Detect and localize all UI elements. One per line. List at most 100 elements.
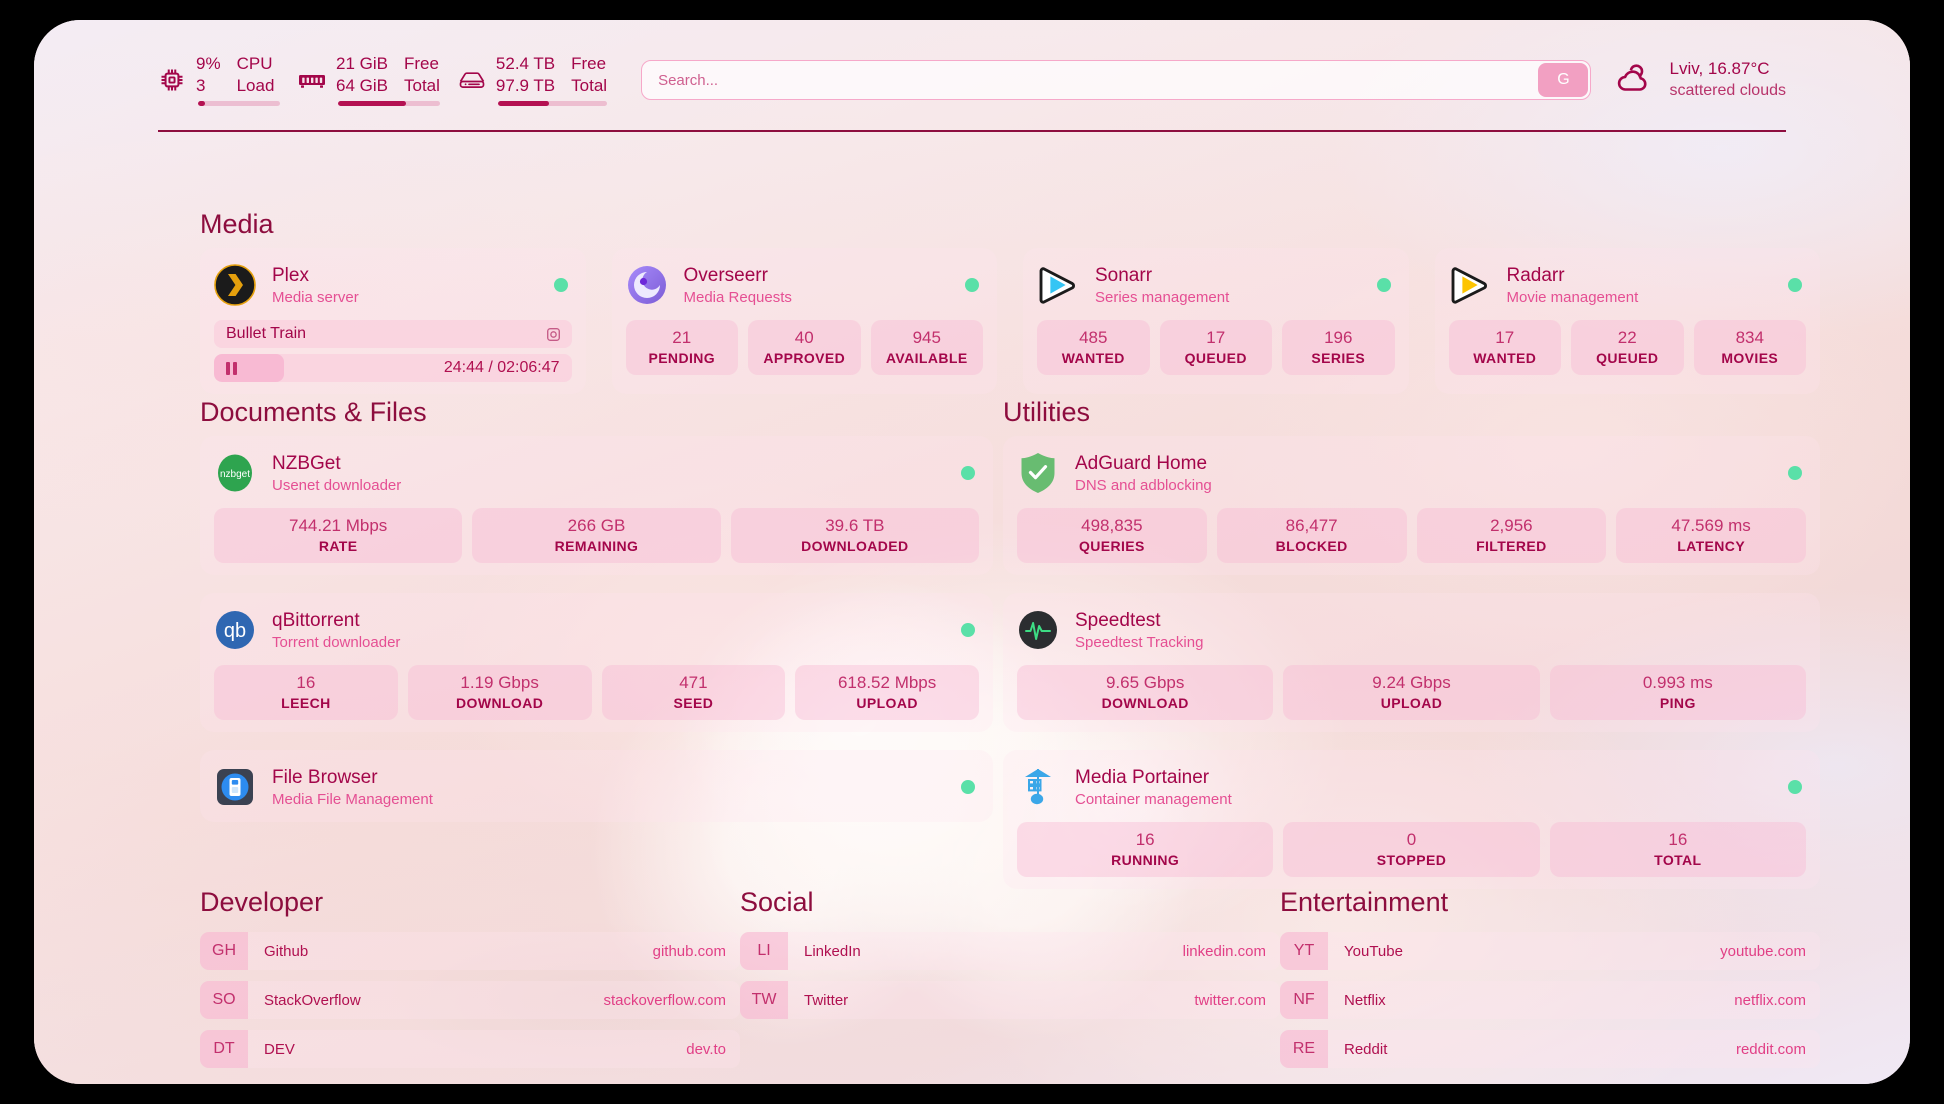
stat-label: TOTAL	[1654, 852, 1702, 868]
bookmark-item-netflix[interactable]: NF Netflix netflix.com	[1280, 981, 1820, 1019]
service-card-speedtest[interactable]: Speedtest Speedtest Tracking 9.65 Gbps D…	[1003, 593, 1820, 732]
utilities-card-column: AdGuard Home DNS and adblocking 498,835 …	[1003, 436, 1820, 889]
stat-tile: 16 LEECH	[214, 665, 398, 720]
stat-value: 744.21 Mbps	[289, 516, 388, 535]
stat-tile: 471 SEED	[601, 665, 786, 720]
stat-tiles: 9.65 Gbps DOWNLOAD 9.24 Gbps UPLOAD 0.99…	[1017, 665, 1806, 720]
plex-logo-icon	[214, 264, 256, 306]
stat-label: APPROVED	[763, 350, 846, 366]
stat-tiles: 744.21 Mbps RATE 266 GB REMAINING 39.6 T…	[214, 508, 979, 563]
cpu-usage-bar	[198, 100, 280, 106]
radarr-logo-icon	[1449, 264, 1491, 306]
stat-label: REMAINING	[554, 538, 639, 554]
status-badge	[961, 623, 975, 637]
service-card-adguard-home[interactable]: AdGuard Home DNS and adblocking 498,835 …	[1003, 436, 1820, 575]
bookmark-url: reddit.com	[1735, 1040, 1806, 1058]
cast-icon[interactable]	[545, 326, 562, 343]
service-subtitle: Series management	[1095, 288, 1230, 306]
stat-value: 9.65 Gbps	[1105, 673, 1185, 692]
service-name: File Browser	[272, 766, 378, 788]
bookmark-item-stackoverflow[interactable]: SO StackOverflow stackoverflow.com	[200, 981, 740, 1019]
stat-label: LEECH	[281, 695, 331, 711]
bookmark-name: Github	[264, 942, 309, 960]
stat-value: 1.19 Gbps	[460, 673, 539, 692]
storage-usage-bar	[497, 100, 608, 106]
search-input[interactable]	[641, 60, 1592, 100]
bookmark-item-linkedin[interactable]: LI LinkedIn linkedin.com	[740, 932, 1280, 970]
bookmark-abbr: SO	[200, 981, 248, 1019]
stat-value: 86,477	[1285, 516, 1338, 535]
stat-label: AVAILABLE	[885, 350, 968, 366]
service-subtitle: Media server	[272, 288, 359, 306]
service-card-file-browser[interactable]: File Browser Media File Management	[200, 750, 993, 822]
stat-tiles: 21 PENDING 40 APPROVED 945 AVAILABLE	[625, 320, 983, 375]
service-subtitle: Movie management	[1506, 288, 1639, 306]
status-badge	[965, 278, 979, 292]
memory-total-value: 64 GiB	[336, 75, 388, 95]
bookmark-abbr: TW	[740, 981, 788, 1019]
section-title-entertainment: Entertainment	[1280, 887, 1449, 917]
bookmark-item-dev[interactable]: DT DEV dev.to	[200, 1030, 740, 1068]
service-name: Sonarr	[1095, 264, 1153, 286]
storage-label-free: Free	[571, 53, 607, 73]
stat-label: QUEUED	[1596, 350, 1659, 366]
service-name: Plex	[272, 264, 309, 286]
bookmark-abbr: DT	[200, 1030, 248, 1068]
stat-tile: 16 RUNNING	[1017, 822, 1274, 877]
stat-value: 471	[679, 673, 708, 692]
service-subtitle: Media File Management	[272, 790, 433, 808]
memory-stat-group: 21 GiB 64 GiB Free Total	[298, 53, 440, 108]
service-subtitle: Container management	[1075, 790, 1232, 808]
stat-value: 17	[1206, 328, 1226, 347]
bookmark-item-twitter[interactable]: TW Twitter twitter.com	[740, 981, 1280, 1019]
weather-widget[interactable]: Lviv, 16.87°C scattered clouds	[1613, 58, 1786, 102]
service-card-qbittorrent[interactable]: qb qBittorrent Torrent downloader 16 LEE…	[200, 593, 993, 732]
stat-value: 17	[1495, 328, 1515, 347]
cpu-usage-value: 9%	[196, 53, 221, 73]
stat-tile: 834 MOVIES	[1693, 320, 1806, 375]
bookmark-abbr: GH	[200, 932, 248, 970]
wallpaper-background	[34, 20, 1910, 1084]
bookmark-group-developer: Developer GH Github github.com SO StackO…	[200, 886, 740, 1068]
bookmark-groups: Developer GH Github github.com SO StackO…	[200, 886, 1820, 1068]
bookmark-abbr: RE	[1280, 1030, 1328, 1068]
storage-readout: 52.4 TB 97.9 TB Free Total	[496, 53, 608, 108]
now-playing-progress[interactable]: 24:44 / 02:06:47	[214, 354, 572, 382]
service-subtitle: Usenet downloader	[272, 476, 402, 494]
stat-value: 47.569 ms	[1671, 516, 1751, 535]
search-engine-button[interactable]: G	[1538, 63, 1589, 97]
service-card-sonarr[interactable]: Sonarr Series management 485 WANTED 17 Q…	[1023, 248, 1409, 394]
stat-label: DOWNLOAD	[1101, 695, 1189, 711]
stat-tile: 618.52 Mbps UPLOAD	[795, 665, 979, 720]
pause-icon[interactable]	[226, 361, 237, 375]
service-card-nzbget[interactable]: nzbget NZBGet Usenet downloader 744.21 M…	[200, 436, 993, 575]
speedtest-logo-icon	[1017, 609, 1059, 651]
stat-value: 485	[1079, 328, 1108, 347]
weather-condition: scattered clouds	[1669, 82, 1786, 99]
memory-label-free: Free	[403, 53, 439, 73]
service-card-overseerr[interactable]: Overseerr Media Requests 21 PENDING 40 A…	[611, 248, 997, 394]
now-playing-bar[interactable]: Bullet Train	[214, 320, 572, 348]
bookmark-name: Twitter	[804, 991, 849, 1009]
status-badge	[961, 780, 975, 794]
service-subtitle: Speedtest Tracking	[1075, 633, 1204, 651]
stat-tile: 17 WANTED	[1448, 320, 1561, 375]
service-card-plex[interactable]: Plex Media server Bullet Train	[200, 248, 586, 394]
section-title-utilities: Utilities	[1003, 397, 1091, 427]
stat-tile: 744.21 Mbps RATE	[214, 508, 463, 563]
bookmark-item-reddit[interactable]: RE Reddit reddit.com	[1280, 1030, 1820, 1068]
section-title-media: Media	[200, 209, 274, 239]
stat-tile: 9.65 Gbps DOWNLOAD	[1017, 665, 1274, 720]
service-card-media-portainer[interactable]: Media Portainer Container management 16 …	[1003, 750, 1820, 889]
bookmark-item-github[interactable]: GH Github github.com	[200, 932, 740, 970]
stat-label: SERIES	[1311, 350, 1366, 366]
stat-value: 21	[672, 328, 692, 347]
stat-label: MOVIES	[1721, 350, 1779, 366]
bookmark-url: twitter.com	[1194, 991, 1266, 1009]
stat-value: 266 GB	[567, 516, 626, 535]
service-card-radarr[interactable]: Radarr Movie management 17 WANTED 22 QUE…	[1434, 248, 1820, 394]
cpu-label-top: CPU	[236, 53, 273, 73]
bookmark-item-youtube[interactable]: YT YouTube youtube.com	[1280, 932, 1820, 970]
stat-value: 39.6 TB	[825, 516, 885, 535]
stat-label: FILTERED	[1476, 538, 1547, 554]
